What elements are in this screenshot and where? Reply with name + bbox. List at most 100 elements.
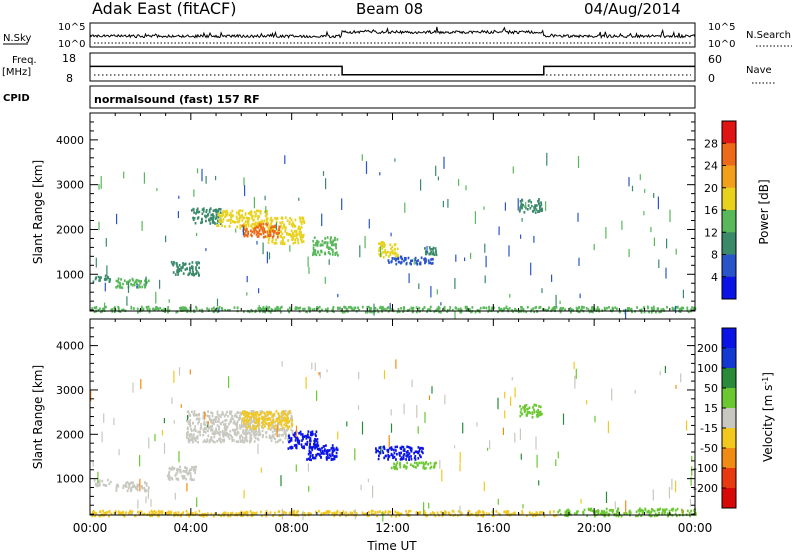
- velocity-cell: [330, 447, 333, 450]
- velocity-cell: [224, 413, 227, 416]
- power-cell: [253, 231, 256, 235]
- power-speckle: [483, 206, 485, 210]
- velocity-cell: [235, 415, 238, 418]
- velocity-cell: [230, 410, 233, 414]
- velocity-cell: [230, 512, 232, 515]
- velocity-cell: [288, 436, 291, 440]
- velocity-cell: [212, 440, 215, 443]
- power-cell: [364, 310, 367, 314]
- velocity-cell: [520, 408, 523, 411]
- power-speckle: [243, 177, 245, 186]
- velocity-cell: [372, 512, 375, 516]
- velocity-cell: [664, 508, 666, 512]
- power-cell: [93, 306, 96, 310]
- velocity-cell: [582, 511, 585, 515]
- velocity-cell: [425, 466, 427, 470]
- power-cell: [141, 285, 144, 289]
- power-cell: [211, 217, 213, 220]
- velocity-cell: [674, 512, 677, 516]
- velocity-cell: [435, 461, 437, 465]
- power-cell: [303, 307, 306, 311]
- power-cell: [196, 208, 198, 212]
- power-cell: [331, 243, 333, 247]
- power-cell: [298, 232, 301, 236]
- power-cell: [221, 224, 223, 227]
- velocity-cell: [216, 416, 218, 419]
- power-cell: [337, 254, 339, 257]
- velocity-cell: [129, 482, 132, 485]
- velocity-speckle: [411, 379, 413, 388]
- velocity-cell: [523, 410, 526, 414]
- power-cell: [140, 305, 143, 309]
- power-cell: [197, 271, 200, 275]
- velocity-cell: [243, 432, 246, 435]
- velocity-speckle: [305, 376, 307, 389]
- velocity-cell: [282, 426, 285, 430]
- sky-noise-line: [89, 26, 696, 40]
- power-cell: [184, 268, 187, 271]
- velocity-cell: [280, 422, 283, 425]
- power-cell: [245, 228, 247, 232]
- power-cell: [347, 306, 350, 309]
- power-speckle: [530, 262, 532, 276]
- velocity-cell: [248, 417, 251, 420]
- velocity-cell: [248, 419, 251, 422]
- velocity-speckle: [538, 480, 540, 486]
- power-cell: [423, 258, 425, 261]
- velocity-cell: [290, 445, 293, 449]
- velocity-cell: [188, 433, 191, 437]
- velocity-cell: [523, 404, 526, 408]
- velocity-cell: [290, 437, 293, 440]
- velocity-cell: [184, 466, 186, 469]
- velocity-cell: [315, 454, 318, 457]
- velocity-cell: [653, 514, 656, 518]
- power-cell: [212, 221, 215, 224]
- velocity-cell: [289, 418, 292, 421]
- power-cell: [192, 271, 194, 274]
- velocity-cell: [202, 440, 205, 444]
- power-colorbar-swatch: [722, 276, 736, 300]
- power-cell: [210, 213, 213, 217]
- power-speckle: [447, 199, 449, 208]
- velocity-speckle: [139, 455, 141, 467]
- power-cell: [548, 306, 550, 309]
- station-title: Adak East (fitACF): [92, 0, 236, 18]
- power-cell: [250, 211, 253, 215]
- velocity-cell: [672, 507, 675, 511]
- power-cell: [139, 282, 142, 285]
- power-cell: [327, 247, 330, 250]
- velocity-cell: [187, 430, 189, 434]
- power-cell: [161, 308, 163, 312]
- power-cell: [284, 227, 287, 231]
- power-speckle: [256, 240, 258, 245]
- velocity-cell: [118, 513, 120, 516]
- power-speckle: [454, 278, 456, 289]
- power-cell: [323, 241, 326, 245]
- power-speckle: [643, 211, 645, 216]
- power-cell: [416, 260, 418, 263]
- velocity-cell: [398, 451, 401, 455]
- power-cell: [123, 279, 126, 283]
- velocity-colorbar-tick-label: -100: [693, 462, 718, 475]
- velocity-cell: [403, 452, 406, 456]
- power-cell: [250, 229, 252, 233]
- velocity-speckle: [691, 466, 693, 476]
- power-cell: [257, 235, 260, 238]
- power-cell: [117, 277, 120, 280]
- velocity-cell: [391, 447, 393, 451]
- power-cell: [397, 308, 400, 311]
- power-cell: [290, 218, 293, 222]
- velocity-cell: [336, 448, 339, 451]
- power-cell: [562, 306, 565, 310]
- velocity-cell: [247, 415, 250, 418]
- velocity-cell: [331, 454, 334, 457]
- power-cell: [146, 281, 148, 284]
- velocity-cell: [248, 432, 251, 435]
- velocity-cell: [319, 449, 322, 453]
- velocity-cell: [328, 453, 331, 456]
- velocity-cell: [314, 447, 316, 450]
- power-cell: [397, 257, 400, 261]
- velocity-cell: [408, 510, 410, 513]
- power-cell: [395, 252, 398, 256]
- power-cell: [260, 232, 262, 236]
